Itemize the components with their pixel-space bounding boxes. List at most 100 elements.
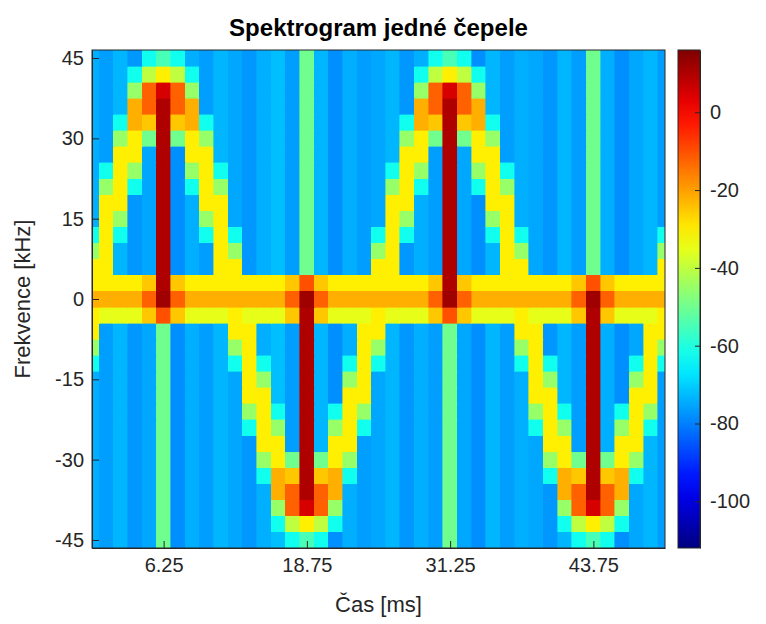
heatmap-cell xyxy=(486,66,500,82)
heatmap-cell xyxy=(328,355,342,371)
heatmap-cell xyxy=(400,275,414,291)
heatmap-cell xyxy=(214,516,228,532)
heatmap-cell xyxy=(443,291,457,307)
heatmap-cell xyxy=(586,259,600,275)
heatmap-cell xyxy=(128,146,142,162)
heatmap-cell xyxy=(414,484,428,500)
heatmap-cell xyxy=(156,259,170,275)
heatmap-cell xyxy=(314,146,328,162)
heatmap-cell xyxy=(285,387,299,403)
heatmap-cell xyxy=(156,436,170,452)
heatmap-cell xyxy=(472,162,486,178)
heatmap-cell xyxy=(486,516,500,532)
heatmap-cell xyxy=(486,387,500,403)
heatmap-cell xyxy=(500,275,514,291)
heatmap-cell xyxy=(515,146,529,162)
heatmap-cell xyxy=(314,403,328,419)
heatmap-cell xyxy=(443,500,457,516)
heatmap-cell xyxy=(515,355,529,371)
heatmap-cell xyxy=(113,179,127,195)
heatmap-cell xyxy=(515,468,529,484)
heatmap-cell xyxy=(629,419,643,435)
heatmap-cell xyxy=(500,211,514,227)
heatmap-cell xyxy=(314,532,328,548)
heatmap-cell xyxy=(558,82,572,98)
heatmap-cell xyxy=(156,371,170,387)
heatmap-cell xyxy=(543,146,557,162)
heatmap-cell xyxy=(515,179,529,195)
heatmap-cell xyxy=(285,403,299,419)
heatmap-cell xyxy=(543,484,557,500)
heatmap-cell xyxy=(271,130,285,146)
heatmap-cell xyxy=(128,500,142,516)
heatmap-cell xyxy=(171,98,185,114)
heatmap-cell xyxy=(457,532,471,548)
heatmap-cell xyxy=(500,387,514,403)
heatmap-cell xyxy=(472,66,486,82)
heatmap-cell xyxy=(386,291,400,307)
heatmap-cell xyxy=(199,82,213,98)
heatmap-cell xyxy=(443,532,457,548)
heatmap-cell xyxy=(644,98,658,114)
heatmap-cell xyxy=(601,179,615,195)
heatmap-cell xyxy=(457,291,471,307)
heatmap-cell xyxy=(185,259,199,275)
heatmap-cell xyxy=(271,259,285,275)
heatmap-cell xyxy=(314,291,328,307)
heatmap-cell xyxy=(572,195,586,211)
heatmap-cell xyxy=(142,98,156,114)
heatmap-cell xyxy=(185,323,199,339)
heatmap-cell xyxy=(142,291,156,307)
heatmap-cell xyxy=(543,355,557,371)
tick-label: -40 xyxy=(710,257,739,279)
heatmap-cell xyxy=(400,114,414,130)
heatmap-cell xyxy=(99,500,113,516)
heatmap-cell xyxy=(142,227,156,243)
heatmap-cell xyxy=(171,452,185,468)
heatmap-cell xyxy=(543,468,557,484)
heatmap-cell xyxy=(99,179,113,195)
heatmap-cell xyxy=(500,371,514,387)
tick: 0 xyxy=(73,288,99,310)
heatmap-cell xyxy=(515,323,529,339)
heatmap-cell xyxy=(443,195,457,211)
heatmap-cell xyxy=(142,243,156,259)
heatmap-cell xyxy=(572,275,586,291)
heatmap-cell xyxy=(486,452,500,468)
heatmap-cell xyxy=(92,259,99,275)
heatmap-cell xyxy=(658,339,665,355)
heatmap-cell xyxy=(644,114,658,130)
heatmap-cell xyxy=(300,355,314,371)
heatmap-cell xyxy=(500,227,514,243)
heatmap-cell xyxy=(644,275,658,291)
heatmap-cell xyxy=(400,339,414,355)
heatmap-cell xyxy=(515,98,529,114)
heatmap-cell xyxy=(171,355,185,371)
heatmap-cell xyxy=(228,387,242,403)
heatmap-cell xyxy=(343,371,357,387)
heatmap-cell xyxy=(199,179,213,195)
heatmap-cell xyxy=(371,66,385,82)
heatmap-cell xyxy=(343,211,357,227)
heatmap-cell xyxy=(500,291,514,307)
heatmap-cell xyxy=(586,307,600,323)
tick-label: -80 xyxy=(710,412,739,434)
heatmap-cell xyxy=(500,98,514,114)
heatmap-cell xyxy=(99,50,113,66)
heatmap-cell xyxy=(629,532,643,548)
heatmap-cell xyxy=(500,179,514,195)
heatmap-cell xyxy=(300,339,314,355)
heatmap-cell xyxy=(214,419,228,435)
heatmap-cell xyxy=(142,66,156,82)
heatmap-cell xyxy=(343,307,357,323)
heatmap-cell xyxy=(429,211,443,227)
heatmap-cell xyxy=(515,516,529,532)
heatmap-cell xyxy=(629,259,643,275)
heatmap-cell xyxy=(443,403,457,419)
heatmap-cell xyxy=(644,355,658,371)
heatmap-cell xyxy=(472,179,486,195)
heatmap-cell xyxy=(185,227,199,243)
heatmap-cell xyxy=(142,275,156,291)
heatmap-cell xyxy=(586,516,600,532)
heatmap-cell xyxy=(644,195,658,211)
